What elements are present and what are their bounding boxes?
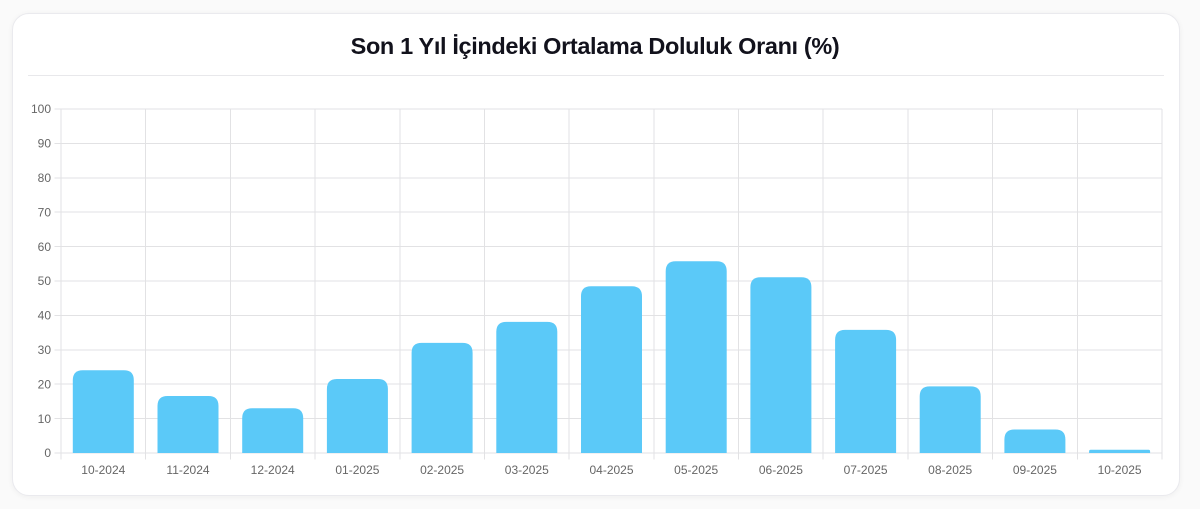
svg-text:0: 0 [44, 446, 51, 460]
svg-text:50: 50 [38, 274, 52, 288]
svg-text:09-2025: 09-2025 [1013, 463, 1057, 477]
svg-text:02-2025: 02-2025 [420, 463, 464, 477]
svg-text:100: 100 [31, 102, 51, 116]
svg-text:05-2025: 05-2025 [674, 463, 718, 477]
svg-text:10-2024: 10-2024 [81, 463, 125, 477]
svg-text:30: 30 [38, 343, 52, 357]
svg-text:60: 60 [38, 240, 52, 254]
svg-text:01-2025: 01-2025 [335, 463, 379, 477]
svg-text:90: 90 [38, 137, 52, 151]
svg-text:03-2025: 03-2025 [505, 463, 549, 477]
svg-text:04-2025: 04-2025 [589, 463, 633, 477]
svg-text:80: 80 [38, 171, 52, 185]
svg-text:07-2025: 07-2025 [844, 463, 888, 477]
svg-text:08-2025: 08-2025 [928, 463, 972, 477]
svg-text:10-2025: 10-2025 [1098, 463, 1142, 477]
svg-text:10: 10 [38, 412, 52, 426]
svg-text:20: 20 [38, 377, 52, 391]
svg-text:06-2025: 06-2025 [759, 463, 803, 477]
svg-text:12-2024: 12-2024 [251, 463, 295, 477]
svg-text:40: 40 [38, 309, 52, 323]
svg-text:11-2024: 11-2024 [166, 463, 209, 477]
svg-text:70: 70 [38, 205, 52, 219]
